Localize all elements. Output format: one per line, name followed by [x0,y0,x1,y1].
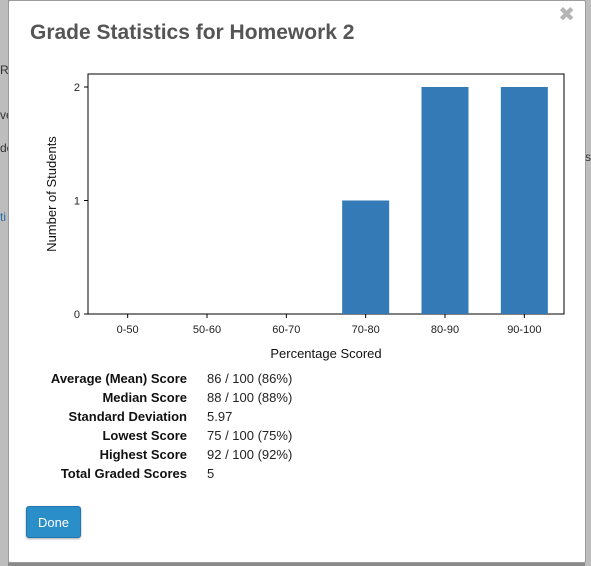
statistics-table: Average (Mean) Score 86 / 100 (86%) Median… [39,369,292,483]
stat-row: Average (Mean) Score 86 / 100 (86%) [39,369,292,388]
stat-label: Highest Score [99,447,187,462]
stat-label: Average (Mean) Score [50,371,187,386]
histogram-bar [500,87,548,314]
stat-value: 5.97 [207,409,233,424]
plot-area [87,73,565,315]
stat-label: Standard Deviation [68,409,187,424]
done-button[interactable]: Done [26,506,81,538]
x-tick-label: 80-90 [431,324,459,336]
stat-value: 5 [207,466,215,481]
stat-row: Highest Score 92 / 100 (92%) [39,445,293,464]
x-tick-label: 60-70 [272,324,300,336]
stat-label: Total Graded Scores [60,466,187,481]
grade-statistics-dialog: ✖ Grade Statistics for Homework 2 0 1 2 0-5… [8,0,586,563]
y-tick-label: 2 [74,82,80,94]
background-text-fragment: ti [0,210,6,224]
background-text-fragment: R [0,63,9,77]
stat-label: Median Score [102,390,187,405]
y-axis-label: Number of Students [44,136,59,252]
stat-row: Median Score 88 / 100 (88%) [39,388,292,407]
y-tick-label: 0 [74,309,80,321]
stat-value: 75 / 100 (75%) [207,428,293,443]
x-tick-label: 90-100 [507,324,541,336]
y-tick-label: 1 [74,196,80,208]
x-tick-label: 50-60 [193,324,221,336]
background-text-fragment: s [585,150,591,164]
stat-value: 88 / 100 (88%) [207,390,293,405]
x-axis-label: Percentage Scored [270,346,381,361]
background-page-left [0,0,8,566]
background-page-right [585,0,591,566]
chart-svg: 0 1 2 0-50 50-60 60-70 70-80 80-90 90-100 Percent… [44,73,565,361]
stat-row: Lowest Score 75 / 100 (75%) [39,426,292,445]
stat-value: 86 / 100 (86%) [207,371,293,386]
stat-row: Total Graded Scores 5 [39,464,292,483]
x-tick-label: 70-80 [352,324,380,336]
x-tick-label: 0-50 [117,324,139,336]
histogram-bar [421,87,469,314]
dialog-title: Grade Statistics for Homework 2 [30,21,355,44]
stat-value: 92 / 100 (92%) [207,447,293,462]
close-icon[interactable]: ✖ [558,4,575,26]
stat-row: Standard Deviation 5.97 [39,407,292,426]
stat-label: Lowest Score [102,428,187,443]
grade-histogram-chart: 0 1 2 0-50 50-60 60-70 70-80 80-90 90-100 Percent… [29,63,569,365]
histogram-bar [342,200,390,314]
